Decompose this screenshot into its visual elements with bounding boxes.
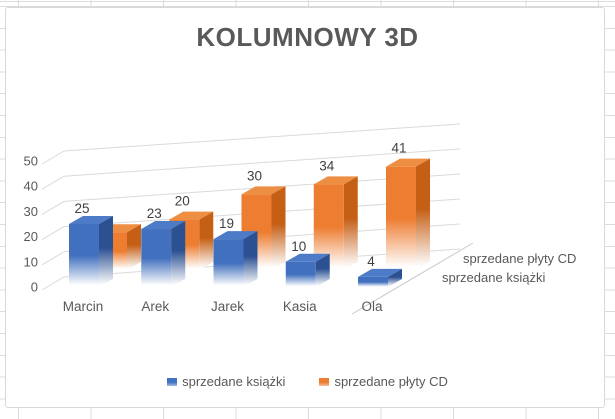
- series-axis-label-sprzedane-plyty-cd: sprzedane płyty CD: [463, 251, 576, 266]
- data-label-sprzedane-ksiazki-marcin: 25: [74, 201, 89, 216]
- bar-front-face: [358, 276, 388, 287]
- bar-side-face: [127, 224, 141, 270]
- bar-top-face: [285, 253, 330, 262]
- value-axis-tick-10: 10: [24, 254, 38, 269]
- bar-sprzedane-ksiazki-kasia[interactable]: [285, 253, 330, 287]
- gridline-40: [41, 148, 461, 190]
- category-label-ola: Ola: [361, 299, 383, 314]
- series-axis-line: [351, 242, 474, 315]
- value-axis-tick-0: 0: [31, 280, 38, 295]
- data-label-sprzedane-ksiazki-jarek: 19: [219, 216, 234, 231]
- bar-side-face: [388, 268, 402, 287]
- data-label-sprzedane-ksiazki-ola: 4: [367, 254, 375, 269]
- bar-top-face: [358, 268, 402, 277]
- chart-title[interactable]: KOLUMNOWY 3D: [196, 22, 419, 52]
- bar-sprzedane-ksiazki-marcin[interactable]: [69, 216, 113, 287]
- value-axis-tick-50: 50: [24, 154, 38, 169]
- data-label-sprzedane-ksiazki-kasia: 10: [291, 239, 306, 254]
- bar-top-face: [313, 176, 358, 185]
- bar-side-face: [171, 221, 186, 287]
- bar-sprzedane-ksiazki-ola[interactable]: [358, 268, 402, 287]
- value-axis-tick-40: 40: [24, 179, 38, 194]
- category-label-jarek: Jarek: [211, 299, 244, 314]
- bar-side-face: [271, 186, 286, 270]
- legend-label-plyty-cd: sprzedane płyty CD: [334, 374, 448, 389]
- data-label-sprzedane-plyty-cd-jarek: 30: [247, 168, 262, 183]
- legend-item-plyty-cd[interactable]: sprzedane płyty CD: [319, 374, 448, 389]
- category-label-kasia: Kasia: [283, 299, 317, 314]
- series-sprzedane-ksiazki[interactable]: [69, 216, 402, 287]
- bar-sprzedane-ksiazki-jarek[interactable]: [213, 231, 258, 287]
- chart-legend[interactable]: sprzedane książki sprzedane płyty CD: [0, 374, 615, 389]
- bar-front-face: [141, 229, 172, 287]
- bar-top-face: [241, 186, 286, 195]
- bar-side-face: [343, 176, 358, 270]
- value-axis-tick-20: 20: [24, 229, 38, 244]
- legend-swatch-ksiazki-icon: [167, 377, 178, 386]
- bar-top-face: [386, 158, 430, 167]
- legend-swatch-plyty-cd-icon: [319, 377, 330, 386]
- data-label-sprzedane-plyty-cd-arek: 20: [175, 194, 190, 209]
- legend-item-ksiazki[interactable]: sprzedane książki: [167, 374, 285, 389]
- gridline-50: [41, 123, 461, 165]
- chart-area[interactable]: [5, 7, 605, 408]
- category-axis-labels: Marcin Arek Jarek Kasia Ola: [63, 299, 383, 314]
- bar-top-face: [213, 231, 258, 240]
- data-label-sprzedane-plyty-cd-kasia: 34: [319, 158, 335, 173]
- bar-front-face: [285, 261, 316, 287]
- series-axis-label-sprzedane-ksiazki: sprzedane książki: [442, 270, 545, 285]
- category-label-arek: Arek: [141, 299, 169, 314]
- data-label-sprzedane-ksiazki-arek: 23: [147, 206, 162, 221]
- legend-label-ksiazki: sprzedane książki: [182, 374, 286, 389]
- bar-sprzedane-plyty-cd-ola[interactable]: [386, 158, 430, 270]
- data-label-sprzedane-plyty-cd-ola: 41: [391, 141, 406, 156]
- data-labels: 20 30 34 41 25 23 19 10 4: [74, 141, 406, 269]
- value-axis-tick-30: 30: [24, 204, 38, 219]
- bar-top-face: [141, 221, 186, 230]
- bar-sprzedane-ksiazki-arek[interactable]: [141, 221, 186, 287]
- bar-front-face: [69, 224, 99, 287]
- bar-top-face: [169, 211, 214, 220]
- bar-front-face: [213, 239, 244, 287]
- value-axis-labels: 0 10 20 30 40 50: [24, 154, 38, 295]
- bar-side-face: [315, 253, 330, 287]
- bar-front-face: [386, 166, 416, 270]
- bar-side-face: [199, 211, 214, 270]
- bar-side-face: [243, 231, 258, 287]
- bar-side-face: [99, 216, 113, 287]
- bar-side-face: [416, 158, 430, 270]
- category-label-marcin: Marcin: [63, 299, 104, 314]
- bar-top-face: [69, 216, 113, 224]
